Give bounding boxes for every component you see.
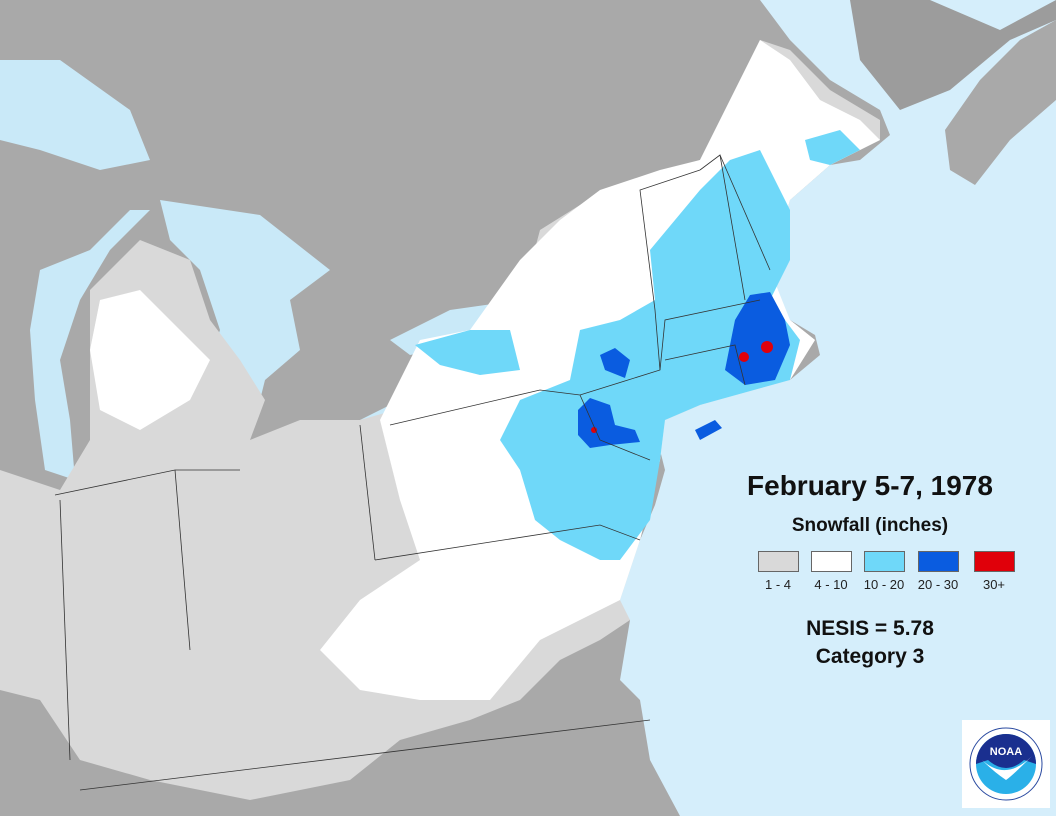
- snow-10-20-me: [805, 130, 860, 165]
- legend-title: Snowfall (inches): [791, 515, 949, 536]
- legend-label: 30+: [982, 577, 1006, 592]
- snow-30-plus-ma: [761, 341, 773, 353]
- canada-north: [850, 0, 1056, 110]
- snow-20-30-li: [695, 420, 722, 440]
- legend-swatch: [973, 551, 1015, 572]
- lake-michigan: [30, 210, 150, 480]
- snow-20-30-ny: [600, 348, 630, 378]
- snow-30-plus-ri: [739, 352, 749, 362]
- legend-swatch: [810, 551, 852, 572]
- legend-item-30-plus: 30+: [968, 551, 1020, 592]
- map-title: February 5-7, 1978: [747, 470, 993, 501]
- legend-item-1-4: 1 - 4: [752, 551, 804, 592]
- legend-label: 4 - 10: [814, 577, 848, 592]
- legend-item-10-20: 10 - 20: [858, 551, 910, 592]
- snow-10-20-ny: [415, 330, 520, 375]
- nesis-value: NESIS = 5.78: [806, 617, 934, 640]
- legend-item-20-30: 20 - 30: [912, 551, 964, 592]
- legend-swatch: [863, 551, 905, 572]
- snow-10-20: [500, 150, 800, 560]
- snow-30-plus-nj: [591, 427, 597, 433]
- legend-label: 10 - 20: [863, 577, 905, 592]
- snow-20-30-nj: [578, 398, 640, 448]
- legend-swatch: [757, 551, 799, 572]
- noaa-logo-icon: NOAA: [969, 727, 1043, 801]
- category-label: Category 3: [815, 645, 925, 668]
- legend: 1 - 4 4 - 10 10 - 20 20 - 30 30+: [752, 551, 1021, 592]
- svg-text:NOAA: NOAA: [990, 746, 1022, 758]
- nova-scotia: [945, 20, 1056, 185]
- legend-item-4-10: 4 - 10: [805, 551, 857, 592]
- legend-swatch: [917, 551, 959, 572]
- snow-4-10-michigan: [90, 290, 210, 430]
- snow-20-30-ma: [725, 292, 790, 385]
- state-boundaries: [54, 154, 771, 791]
- lake-superior: [0, 60, 150, 170]
- noaa-logo: NOAA: [962, 720, 1050, 808]
- legend-label: 20 - 30: [917, 577, 959, 592]
- legend-label: 1 - 4: [764, 577, 791, 592]
